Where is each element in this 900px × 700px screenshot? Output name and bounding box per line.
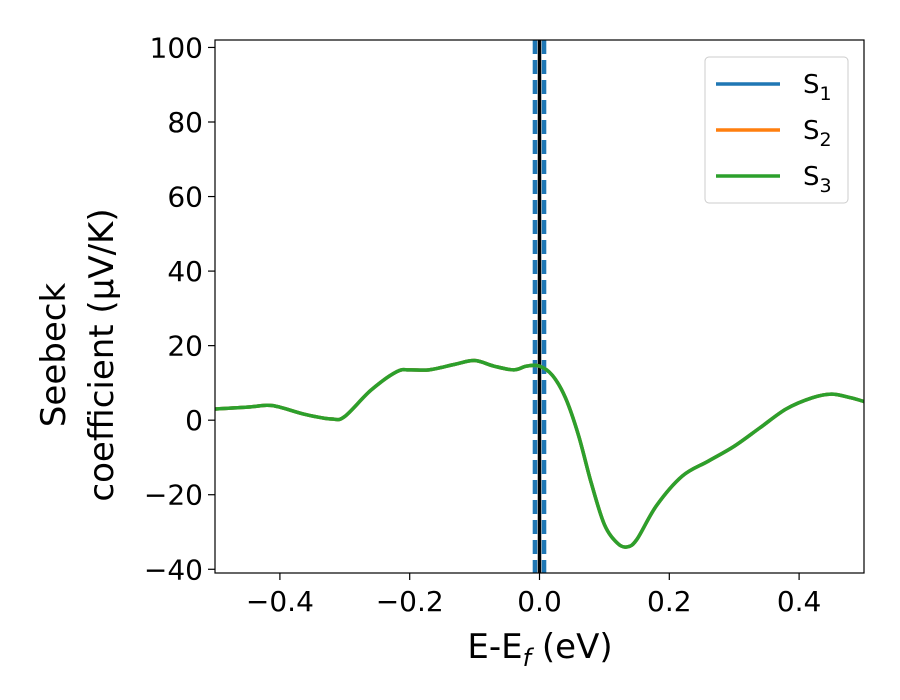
x-axis-title-unit: (eV) [531,627,613,667]
x-tick-label: 0.2 [647,585,692,618]
x-axis-title: E-Ef (eV) [467,627,612,672]
x-tick-label: 0.4 [777,585,822,618]
y-tick-label: 0 [185,404,203,437]
y-tick-label: −20 [144,479,203,512]
y-tick-label: 60 [167,181,203,214]
y-tick-label: 40 [167,255,203,288]
series-lines [215,358,864,549]
y-tick-label: 100 [150,31,203,64]
x-axis-title-main: E-E [467,627,522,667]
y-axis-title-line2: coefficient (μV/K) [82,208,122,501]
x-tick-label: −0.4 [246,585,314,618]
legend: S1 S2 S3 [704,56,849,204]
legend-label-3: S3 [803,162,832,197]
x-tick-label: 0.0 [517,585,562,618]
legend-label-1: S1 [803,70,832,105]
y-tick-label: 80 [167,106,203,139]
legend-label-2: S2 [803,116,832,151]
fermi-level-lines [532,40,547,573]
y-axis: −40 −20 0 20 40 60 80 100 [144,31,215,586]
y-tick-label: 20 [167,330,203,363]
series-line-3 [215,358,864,549]
x-axis: −0.4 −0.2 0.0 0.2 0.4 [246,573,821,618]
x-tick-label: −0.2 [376,585,444,618]
y-tick-label: −40 [144,553,203,586]
y-axis-title-line1: Seebeck [34,283,74,428]
